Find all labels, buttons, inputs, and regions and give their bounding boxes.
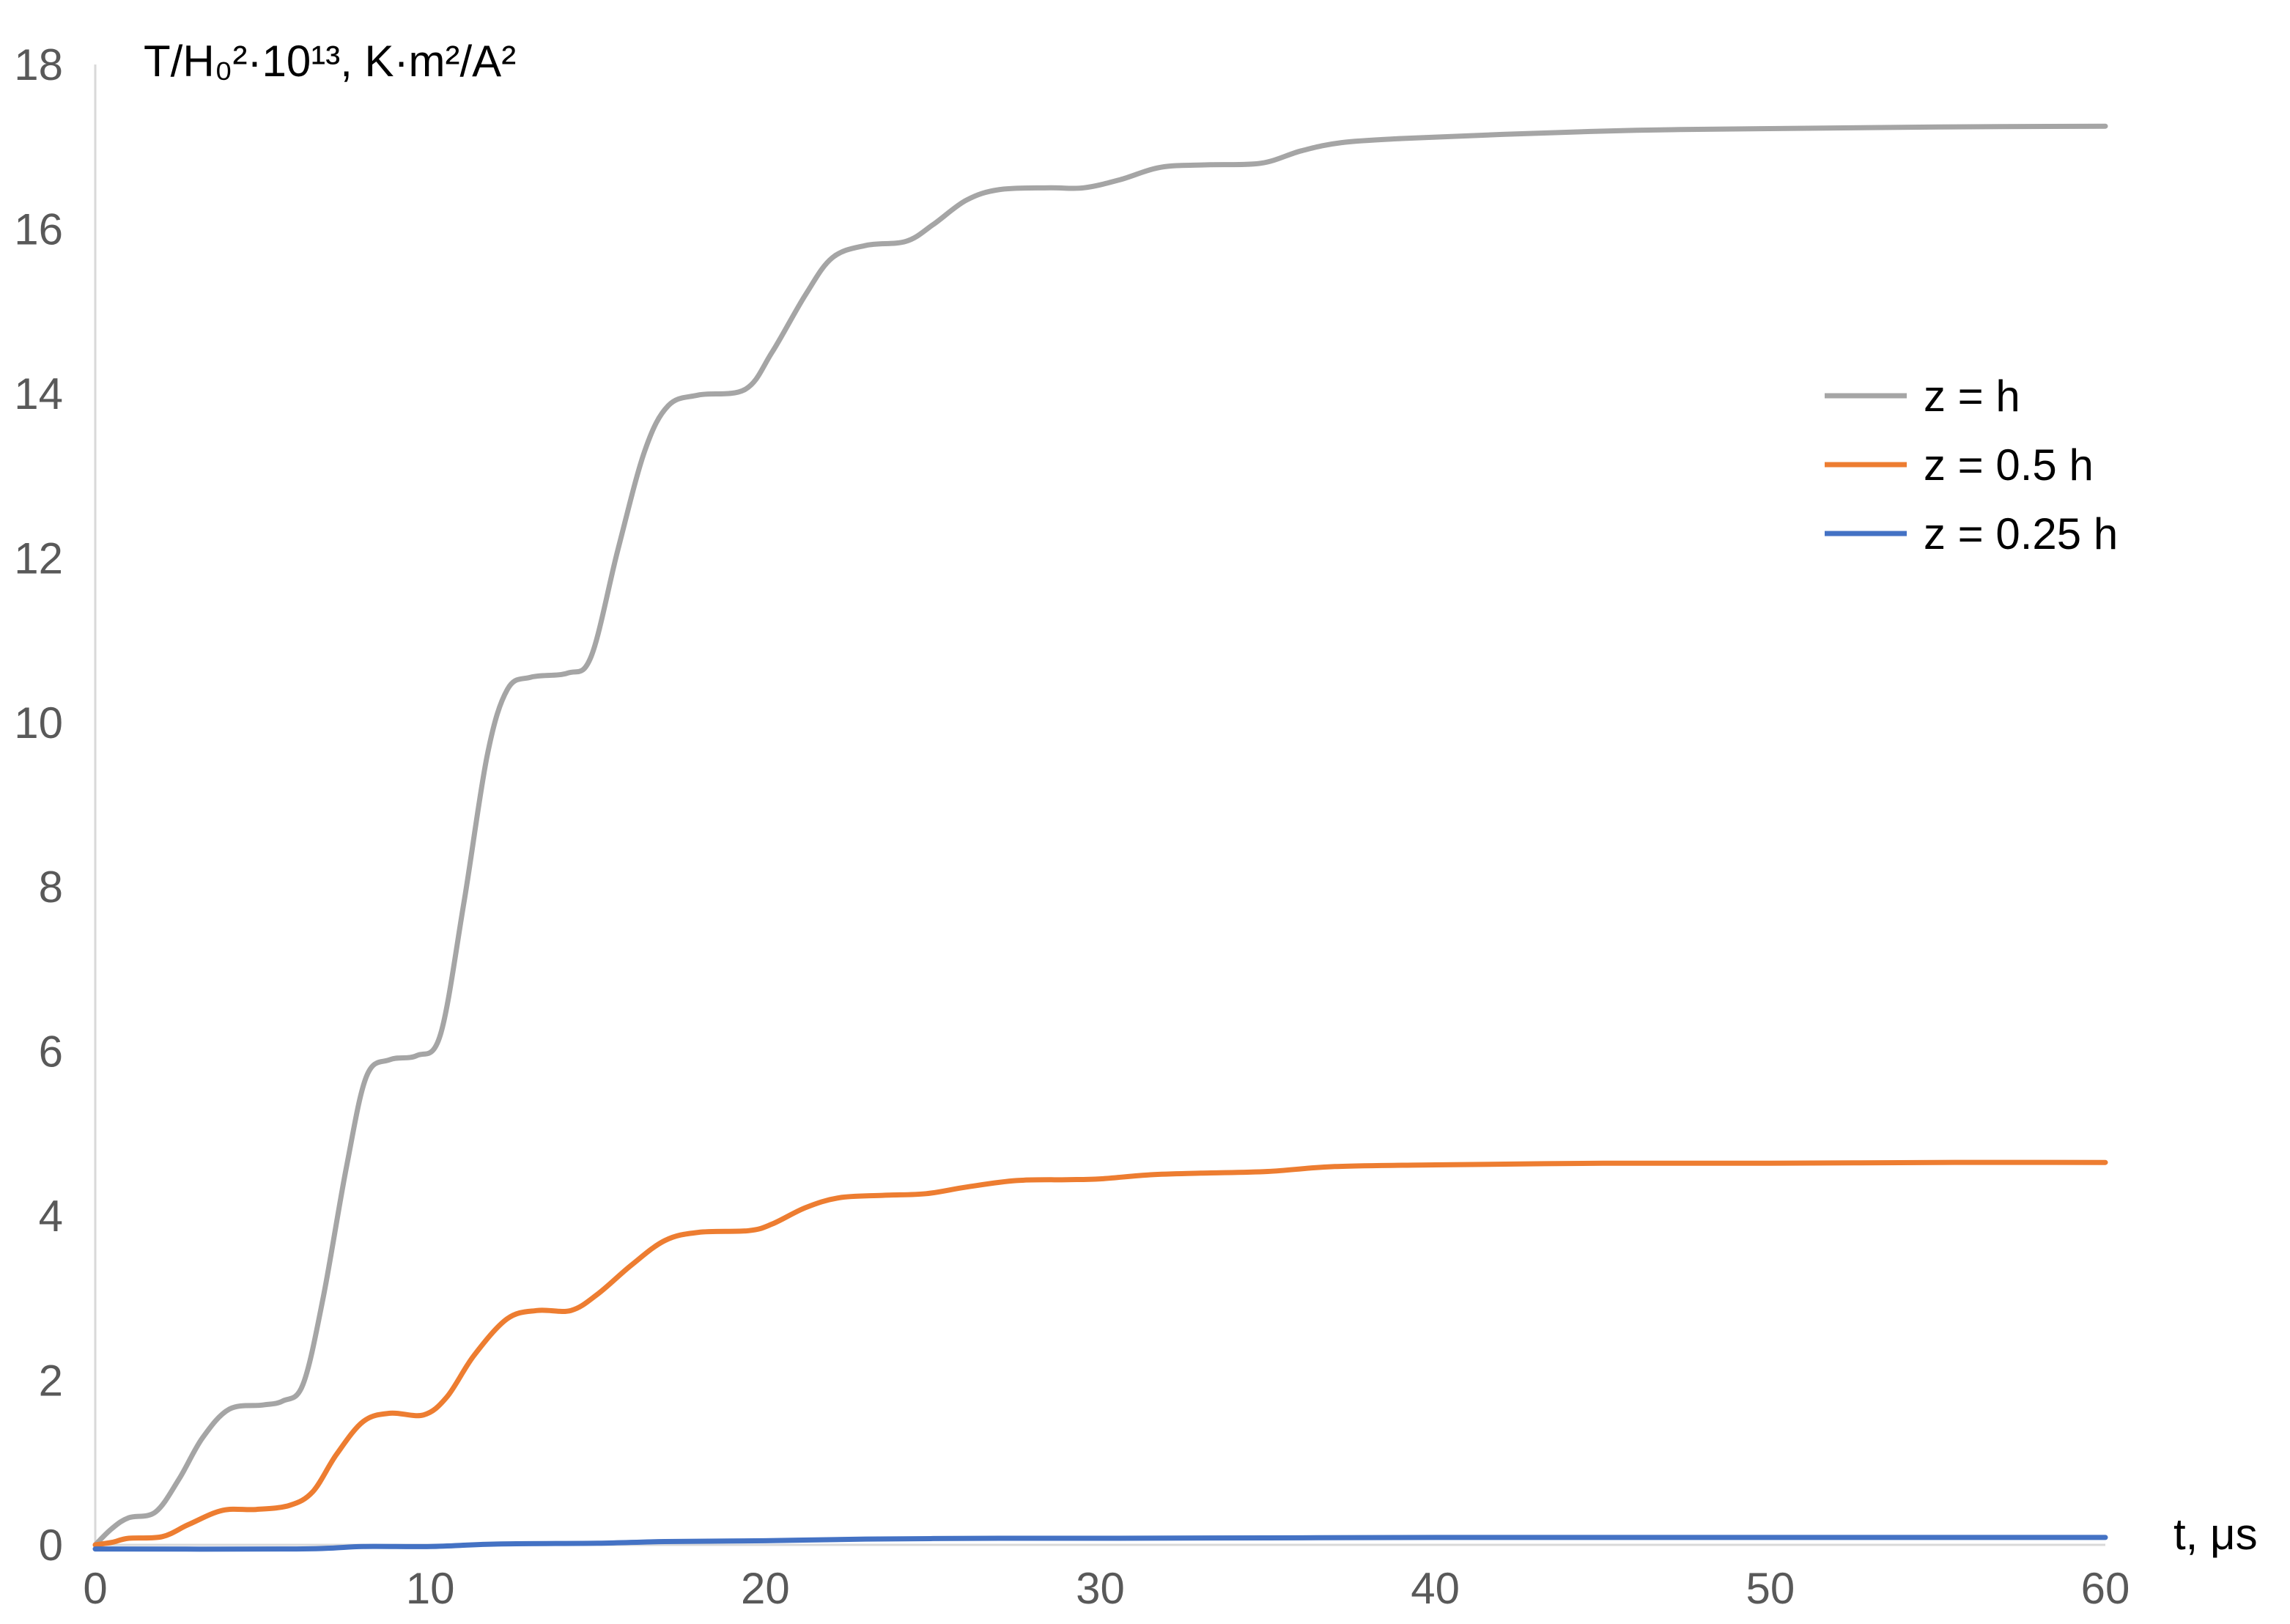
x-tick-label-0: 0 — [83, 1564, 107, 1613]
y-tick-label-6: 6 — [39, 1027, 63, 1077]
x-tick-labels: 0 10 20 30 40 50 60 — [83, 1564, 2130, 1613]
y-tick-label-10: 10 — [14, 698, 63, 748]
y-tick-label-14: 14 — [14, 369, 63, 418]
legend-label-z-h: z = h — [1924, 372, 2020, 421]
x-tick-label-10: 10 — [406, 1564, 455, 1613]
x-axis-title: t, μs — [2173, 1510, 2258, 1559]
y-tick-label-4: 4 — [39, 1192, 63, 1241]
series-line-z-0-5-h — [92, 1159, 2108, 1548]
series-layer — [92, 123, 2108, 1552]
x-tick-label-60: 60 — [2081, 1564, 2130, 1613]
x-tick-label-30: 30 — [1076, 1564, 1125, 1613]
x-tick-label-50: 50 — [1746, 1564, 1795, 1613]
y-tick-label-12: 12 — [14, 534, 63, 583]
y-axis-title: T/H₀²·10¹³, K·m²/A² — [144, 37, 516, 86]
y-tick-label-16: 16 — [14, 204, 63, 254]
series-line-z-0-25-h — [92, 1535, 2108, 1552]
y-tick-label-8: 8 — [39, 863, 63, 912]
legend: z = h z = 0.5 h z = 0.25 h — [1825, 372, 2118, 558]
y-tick-label-0: 0 — [39, 1521, 63, 1570]
series-line-z-h — [92, 123, 2108, 1548]
x-tick-label-40: 40 — [1411, 1564, 1460, 1613]
y-tick-label-2: 2 — [39, 1357, 63, 1406]
y-tick-label-18: 18 — [14, 40, 63, 89]
legend-label-z-0-25-h: z = 0.25 h — [1924, 509, 2118, 558]
x-tick-label-20: 20 — [741, 1564, 790, 1613]
y-tick-labels: 0 2 4 6 8 10 12 14 16 18 — [14, 40, 63, 1570]
legend-label-z-0-5-h: z = 0.5 h — [1924, 440, 2094, 490]
